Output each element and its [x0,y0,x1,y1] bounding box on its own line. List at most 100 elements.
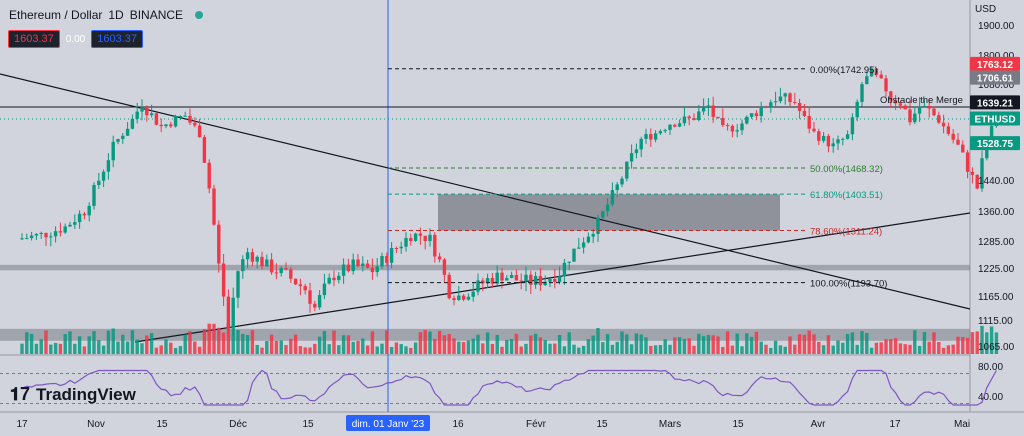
candle-body[interactable] [845,134,850,139]
candle-body[interactable] [145,107,149,116]
candle-body[interactable] [461,295,466,300]
candle-body[interactable] [217,224,221,264]
candle-body[interactable] [409,237,413,241]
candle-body[interactable] [77,213,82,223]
candle-body[interactable] [937,115,941,123]
candle-body[interactable] [975,174,979,189]
candle-body[interactable] [989,126,994,140]
candle-body[interactable] [476,280,480,292]
candle-body[interactable] [418,233,423,236]
candle-body[interactable] [255,256,259,262]
candle-body[interactable] [164,124,168,127]
candle-body[interactable] [385,256,389,263]
candle-body[interactable] [298,284,303,287]
candle-body[interactable] [745,116,749,124]
candle-body[interactable] [111,141,115,161]
candle-body[interactable] [620,178,624,185]
candle-body[interactable] [346,264,351,272]
candle-body[interactable] [159,124,163,127]
candle-body[interactable] [356,259,360,267]
candle-body[interactable] [577,247,581,249]
candle-body[interactable] [87,205,91,216]
candle-body[interactable] [797,102,802,111]
candle-body[interactable] [591,233,595,237]
candle-body[interactable] [178,116,183,118]
candle-body[interactable] [658,131,663,134]
candle-body[interactable] [677,123,682,127]
buy-button[interactable]: 1603.37 [91,30,143,48]
candle-body[interactable] [106,160,111,172]
candle-body[interactable] [97,180,101,186]
candle-body[interactable] [332,277,336,281]
candle-body[interactable] [605,204,610,212]
candle-body[interactable] [437,256,442,260]
candle-body[interactable] [370,267,375,273]
candle-body[interactable] [601,211,605,218]
candle-body[interactable] [917,106,922,114]
candle-body[interactable] [793,101,797,103]
candle-body[interactable] [529,274,533,285]
candle-body[interactable] [812,128,816,132]
candle-body[interactable] [682,116,687,124]
candle-body[interactable] [673,124,677,127]
candle-body[interactable] [361,263,365,267]
candle-body[interactable] [706,105,711,107]
price-tag-4[interactable] [970,136,1020,151]
candle-body[interactable] [44,232,48,238]
candle-body[interactable] [423,235,427,241]
candle-body[interactable] [39,232,43,234]
price-tag-0[interactable] [970,56,1020,71]
candle-body[interactable] [481,280,485,284]
candle-body[interactable] [524,274,528,282]
candle-body[interactable] [908,109,912,123]
candle-body[interactable] [447,274,451,299]
candle-body[interactable] [135,111,139,119]
candle-body[interactable] [20,238,24,240]
zone-1[interactable] [438,194,780,231]
candle-body[interactable] [154,113,159,125]
candle-body[interactable] [327,277,331,284]
candle-body[interactable] [687,116,691,119]
candle-body[interactable] [452,298,456,300]
candle-body[interactable] [769,102,773,108]
candle-body[interactable] [898,103,903,106]
candle-body[interactable] [649,134,653,140]
candle-body[interactable] [711,105,715,117]
candle-body[interactable] [49,236,53,238]
candle-body[interactable] [284,268,288,270]
candle-body[interactable] [500,272,504,281]
candle-body[interactable] [692,118,696,121]
candle-body[interactable] [668,124,672,130]
candle-body[interactable] [394,248,399,250]
candle-body[interactable] [236,271,240,298]
candle-body[interactable] [634,149,639,154]
candle-body[interactable] [269,259,274,273]
candle-body[interactable] [956,139,960,145]
candle-body[interactable] [788,93,792,102]
candle-body[interactable] [188,115,192,123]
candle-body[interactable] [313,303,317,308]
candle-body[interactable] [596,217,600,234]
candle-body[interactable] [428,234,432,241]
candle-body[interactable] [533,276,538,285]
candle-body[interactable] [149,113,154,116]
candle-body[interactable] [303,286,307,291]
candle-body[interactable] [865,76,869,85]
candle-body[interactable] [169,124,173,127]
candle-body[interactable] [961,144,965,153]
candle-body[interactable] [193,122,197,126]
rsi-line[interactable] [21,369,997,406]
candle-body[interactable] [116,138,120,142]
candle-body[interactable] [653,133,658,140]
candle-body[interactable] [817,131,821,141]
candle-body[interactable] [586,236,591,243]
sell-button[interactable]: 1603.37 [8,30,60,48]
candle-body[interactable] [893,100,898,104]
candle-body[interactable] [572,248,576,262]
symbol-title[interactable]: Ethereum / Dollar [9,8,103,22]
price-tag-3[interactable] [970,111,1020,126]
candle-body[interactable] [495,272,499,284]
candle-body[interactable] [241,259,245,272]
trendline-descending[interactable] [0,73,971,310]
